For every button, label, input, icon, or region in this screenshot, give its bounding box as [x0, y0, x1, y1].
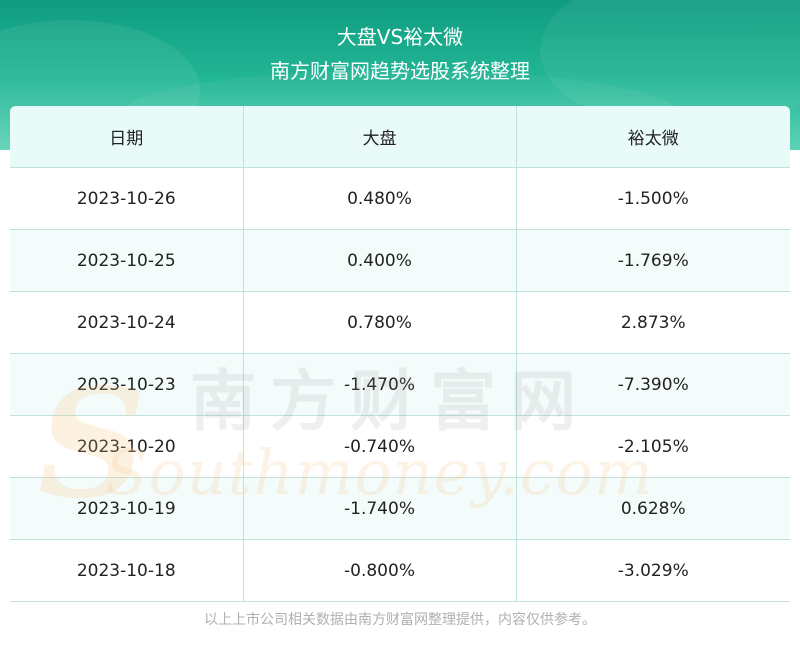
- column-header-market: 大盘: [243, 106, 517, 168]
- cell-date: 2023-10-26: [10, 167, 244, 230]
- cell-market: -1.470%: [243, 353, 517, 416]
- data-table-card: 日期 大盘 裕太微 2023-10-26 0.480% -1.500% 2023…: [10, 106, 790, 602]
- cell-date: 2023-10-25: [10, 229, 244, 292]
- cell-date: 2023-10-20: [10, 415, 244, 478]
- cell-stock: 0.628%: [516, 477, 790, 540]
- cell-market: 0.480%: [243, 167, 517, 230]
- column-header-stock: 裕太微: [516, 106, 790, 168]
- table-row: 2023-10-26 0.480% -1.500%: [10, 167, 790, 230]
- table-header-row: 日期 大盘 裕太微: [10, 106, 790, 168]
- table-row: 2023-10-23 -1.470% -7.390%: [10, 353, 790, 416]
- cell-date: 2023-10-18: [10, 539, 244, 602]
- cell-market: -0.800%: [243, 539, 517, 602]
- cell-stock: 2.873%: [516, 291, 790, 354]
- table-row: 2023-10-25 0.400% -1.769%: [10, 229, 790, 292]
- page-subtitle: 南方财富网趋势选股系统整理: [270, 59, 530, 83]
- cell-market: 0.400%: [243, 229, 517, 292]
- cell-stock: -1.500%: [516, 167, 790, 230]
- cell-stock: -7.390%: [516, 353, 790, 416]
- page-title: 大盘VS裕太微: [336, 25, 464, 49]
- table-row: 2023-10-18 -0.800% -3.029%: [10, 539, 790, 602]
- cell-market: -0.740%: [243, 415, 517, 478]
- cell-stock: -3.029%: [516, 539, 790, 602]
- comparison-table: 日期 大盘 裕太微 2023-10-26 0.480% -1.500% 2023…: [10, 106, 790, 602]
- cell-stock: -2.105%: [516, 415, 790, 478]
- cell-date: 2023-10-19: [10, 477, 244, 540]
- cell-market: 0.780%: [243, 291, 517, 354]
- table-row: 2023-10-19 -1.740% 0.628%: [10, 477, 790, 540]
- cell-date: 2023-10-24: [10, 291, 244, 354]
- footer-note: 以上上市公司相关数据由南方财富网整理提供，内容仅供参考。: [204, 612, 596, 628]
- table-row: 2023-10-24 0.780% 2.873%: [10, 291, 790, 354]
- column-header-date: 日期: [10, 106, 244, 168]
- cell-market: -1.740%: [243, 477, 517, 540]
- cell-stock: -1.769%: [516, 229, 790, 292]
- table-row: 2023-10-20 -0.740% -2.105%: [10, 415, 790, 478]
- cell-date: 2023-10-23: [10, 353, 244, 416]
